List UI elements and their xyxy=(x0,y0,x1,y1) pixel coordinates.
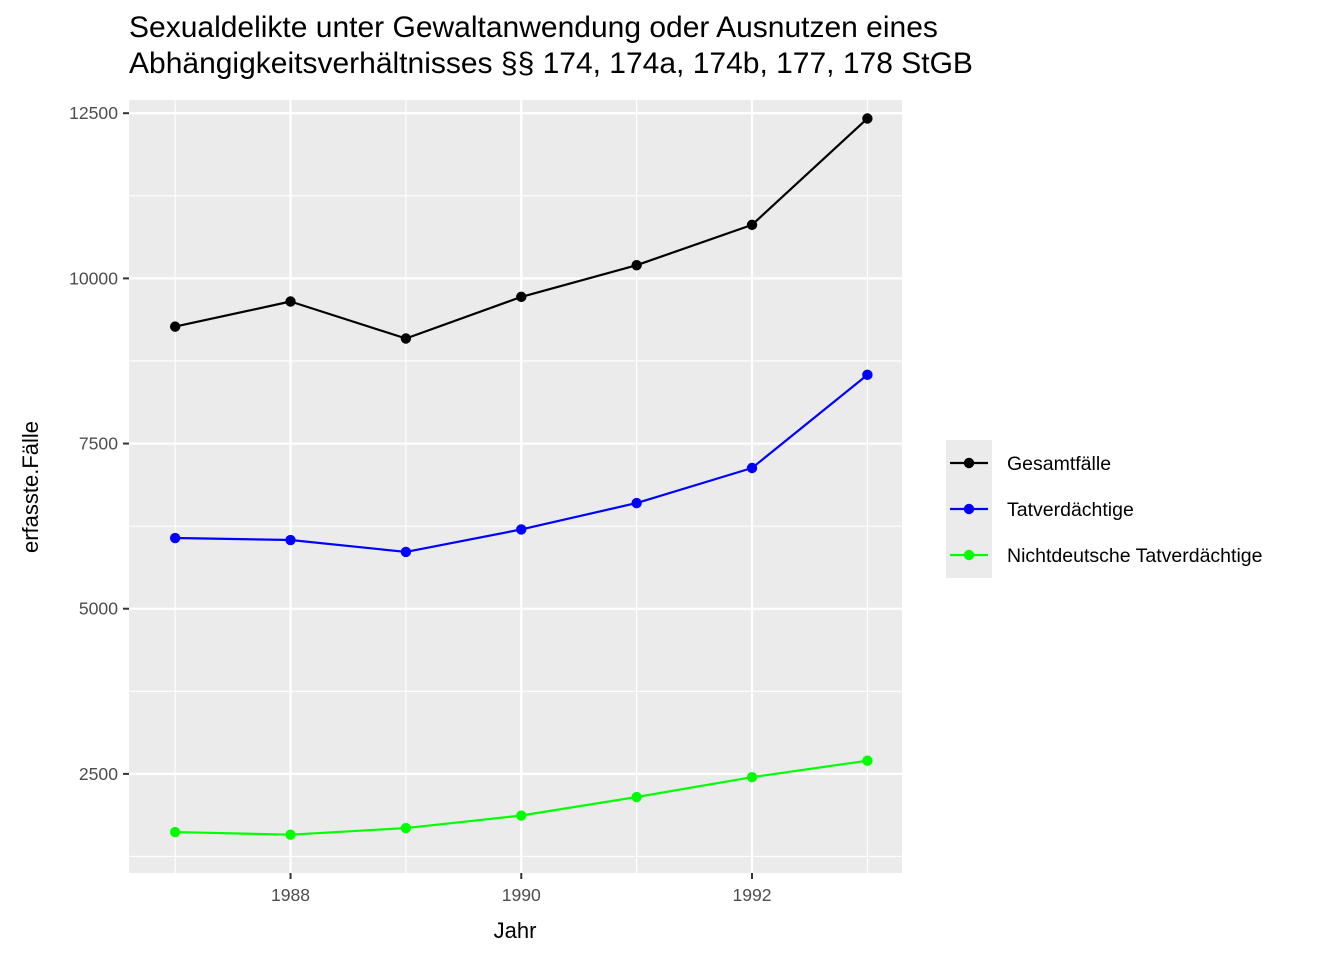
data-point-series-3 xyxy=(400,822,412,834)
data-point-series-1 xyxy=(285,296,296,307)
legend-label-1: Gesamtfälle xyxy=(1007,453,1111,475)
plot-panel xyxy=(129,100,902,873)
x-axis-title: Jahr xyxy=(494,918,537,943)
data-point-series-1 xyxy=(631,259,642,271)
data-point-series-1 xyxy=(400,333,412,344)
data-point-series-2 xyxy=(631,497,642,509)
y-tick-label: 7500 xyxy=(79,434,118,454)
legend-label-3: Nichtdeutsche Tatverdächtige xyxy=(1007,545,1262,567)
y-tick-label: 5000 xyxy=(79,599,118,619)
data-point-series-1 xyxy=(746,219,758,231)
legend-label-2: Tatverdächtige xyxy=(1007,499,1134,521)
legend: Gesamtfälle Tatverdächtige Nichtdeutsche T… xyxy=(946,440,1262,578)
data-point-series-1 xyxy=(169,321,181,332)
data-point-series-1 xyxy=(516,291,527,303)
y-axis-title: erfasste.Fälle xyxy=(18,421,43,553)
data-point-series-3 xyxy=(285,829,296,840)
y-tick-label: 10000 xyxy=(69,268,118,288)
data-point-series-3 xyxy=(516,810,527,821)
series-layer xyxy=(169,113,873,840)
data-point-series-2 xyxy=(169,532,181,544)
minor-gridlines xyxy=(129,100,902,873)
data-point-series-3 xyxy=(631,791,642,803)
y-tick-label: 2500 xyxy=(79,764,118,784)
data-point-series-3 xyxy=(746,772,758,783)
chart-title-line-2: Abhängigkeitsverhältnisses §§ 174, 174a,… xyxy=(129,47,973,80)
x-tick-label: 1988 xyxy=(271,885,310,905)
axes: 2500 5000 7500 10000 12500 1988 1990 1992 xyxy=(69,103,772,905)
legend-key-point-2 xyxy=(963,503,975,515)
data-point-series-2 xyxy=(400,546,412,558)
x-tick-label: 1992 xyxy=(732,885,771,905)
data-point-series-2 xyxy=(746,462,758,474)
legend-key-point-3 xyxy=(963,549,975,561)
data-point-series-3 xyxy=(862,755,873,766)
chart-title-line-1: Sexualdelikte unter Gewaltanwendung oder… xyxy=(129,11,938,44)
chart-title: Sexualdelikte unter Gewaltanwendung oder… xyxy=(129,10,973,82)
major-gridlines xyxy=(129,100,902,873)
data-point-series-3 xyxy=(169,826,181,838)
legend-key-point-1 xyxy=(963,457,975,469)
data-point-series-2 xyxy=(285,534,296,546)
data-point-series-2 xyxy=(516,524,527,535)
data-point-series-1 xyxy=(862,113,873,124)
y-tick-label: 12500 xyxy=(69,103,118,123)
data-point-series-2 xyxy=(862,369,873,381)
x-tick-label: 1990 xyxy=(502,885,541,905)
